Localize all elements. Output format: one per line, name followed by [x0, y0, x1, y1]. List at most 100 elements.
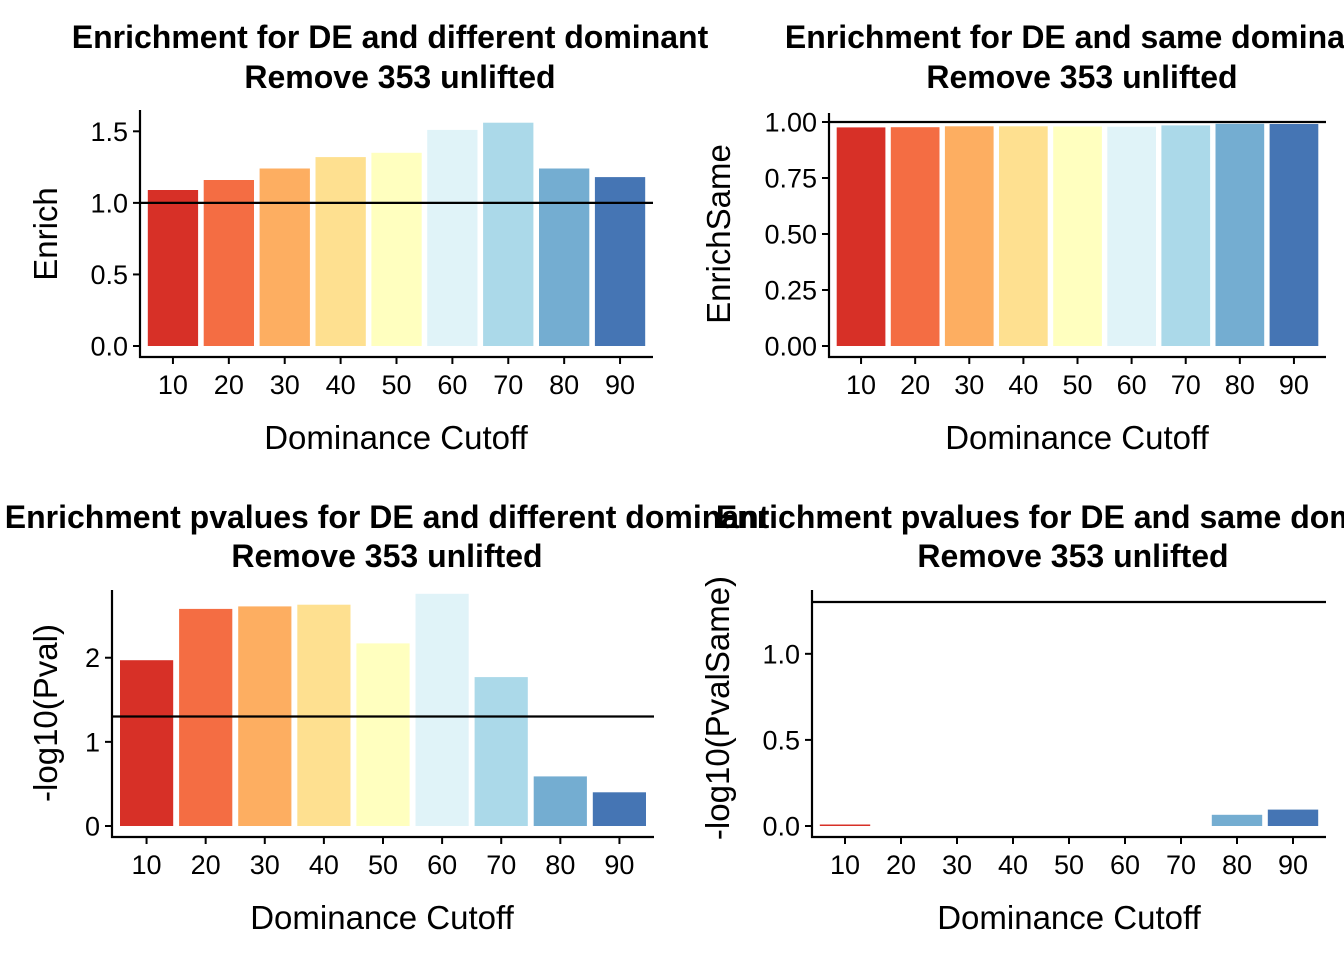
x-tick-label: 90: [605, 370, 635, 400]
bars-group: [819, 809, 1319, 826]
bar-20: [203, 180, 254, 346]
panel-pval-same: Enrichment pvalues for DE and same domin…: [699, 499, 1344, 936]
x-tick-label: 50: [1062, 370, 1092, 400]
x-axis-ticks: 10 20 30 40 50 60 70 80 90: [830, 837, 1308, 880]
bar-10: [120, 660, 174, 826]
y-tick-label: 1.0: [90, 188, 128, 218]
bar-90: [594, 177, 646, 346]
y-axis-ticks: 0.0 0.5 1.0 1.5: [90, 117, 140, 362]
x-tick-label: 40: [326, 370, 356, 400]
chart-title: Enrichment for DE and different dominant: [72, 19, 709, 55]
x-tick-label: 70: [1166, 850, 1196, 880]
bar-50: [356, 643, 410, 826]
bar-30: [944, 126, 994, 346]
y-tick-label: 0.5: [762, 725, 800, 755]
x-tick-label: 20: [900, 370, 930, 400]
x-tick-label: 70: [1171, 370, 1201, 400]
bar-20: [890, 127, 940, 346]
x-tick-label: 10: [132, 850, 162, 880]
bars-group: [120, 593, 646, 826]
bar-70: [483, 122, 534, 346]
y-tick-label: 0.0: [90, 332, 128, 362]
chart-subtitle: Remove 353 unlifted: [926, 59, 1237, 95]
y-axis-ticks: 0.0 0.5 1.0: [762, 639, 812, 842]
y-axis-title: -log10(Pval): [27, 624, 64, 802]
bar-10: [836, 127, 886, 347]
x-tick-label: 20: [191, 850, 221, 880]
x-tick-label: 90: [1278, 850, 1308, 880]
x-tick-label: 60: [437, 370, 467, 400]
y-axis-ticks: 0 1 2: [85, 643, 112, 842]
bar-50: [371, 152, 422, 346]
y-tick-label: 0.00: [764, 332, 817, 362]
bar-80: [533, 776, 587, 826]
x-tick-label: 50: [1054, 850, 1084, 880]
bar-60: [427, 129, 478, 346]
x-tick-label: 50: [381, 370, 411, 400]
x-axis-ticks: 10 20 30 40 50 60 70 80 90: [846, 357, 1309, 400]
x-tick-label: 40: [1008, 370, 1038, 400]
x-tick-label: 10: [158, 370, 188, 400]
y-tick-label: 1.00: [764, 108, 817, 138]
y-tick-label: 2: [85, 643, 100, 673]
y-tick-label: 0.75: [764, 164, 817, 194]
bar-70: [1161, 125, 1211, 347]
y-tick-label: 1.5: [90, 117, 128, 147]
bar-30: [259, 168, 310, 346]
y-tick-label: 1: [85, 727, 100, 757]
panel-pval-different: Enrichment pvalues for DE and different …: [5, 499, 770, 936]
bar-80: [1211, 814, 1263, 826]
x-tick-label: 10: [846, 370, 876, 400]
bar-10: [819, 824, 871, 826]
y-tick-label: 0.0: [762, 812, 800, 842]
y-tick-label: 0: [85, 812, 100, 842]
x-tick-label: 20: [214, 370, 244, 400]
x-tick-label: 30: [250, 850, 280, 880]
y-axis-title: EnrichSame: [700, 144, 737, 324]
bar-40: [999, 126, 1048, 346]
x-axis-title: Dominance Cutoff: [250, 899, 514, 936]
x-tick-label: 60: [1117, 370, 1147, 400]
x-axis-title: Dominance Cutoff: [264, 419, 528, 456]
chart-subtitle: Remove 353 unlifted: [244, 59, 555, 95]
panel-de-same: Enrichment for DE and same dominant Remo…: [700, 19, 1344, 456]
x-tick-label: 60: [1110, 850, 1140, 880]
x-tick-label: 60: [427, 850, 457, 880]
bar-80: [1215, 123, 1265, 346]
chart-title: Enrichment for DE and same dominant: [785, 19, 1344, 55]
bar-90: [592, 792, 646, 826]
panel-de-different: Enrichment for DE and different dominant…: [27, 19, 709, 456]
x-tick-label: 90: [1279, 370, 1309, 400]
bar-40: [297, 604, 351, 826]
bar-10: [147, 190, 199, 346]
x-tick-label: 80: [549, 370, 579, 400]
x-tick-label: 30: [954, 370, 984, 400]
bar-70: [474, 677, 528, 826]
x-tick-label: 40: [309, 850, 339, 880]
y-axis-title: -log10(PvalSame): [699, 576, 736, 840]
bars-group: [836, 123, 1319, 347]
y-tick-label: 0.25: [764, 276, 817, 306]
bar-90: [1267, 809, 1319, 826]
bars-group: [147, 122, 646, 346]
bar-80: [539, 168, 590, 346]
x-tick-label: 80: [545, 850, 575, 880]
chart-title: Enrichment pvalues for DE and different …: [5, 499, 770, 535]
y-axis-ticks: 0.00 0.25 0.50 0.75 1.00: [764, 108, 829, 362]
chart-subtitle: Remove 353 unlifted: [917, 538, 1228, 574]
x-tick-label: 70: [486, 850, 516, 880]
x-axis-title: Dominance Cutoff: [937, 899, 1201, 936]
bar-40: [315, 157, 366, 346]
x-tick-label: 50: [368, 850, 398, 880]
x-tick-label: 10: [830, 850, 860, 880]
x-tick-label: 70: [493, 370, 523, 400]
x-tick-label: 20: [886, 850, 916, 880]
x-tick-label: 90: [604, 850, 634, 880]
x-tick-label: 80: [1225, 370, 1255, 400]
y-tick-label: 0.5: [90, 260, 128, 290]
bar-50: [1053, 126, 1102, 346]
x-tick-label: 30: [270, 370, 300, 400]
chart-title: Enrichment pvalues for DE and same domin…: [716, 499, 1344, 535]
x-axis-ticks: 10 20 30 40 50 60 70 80 90: [132, 837, 634, 880]
